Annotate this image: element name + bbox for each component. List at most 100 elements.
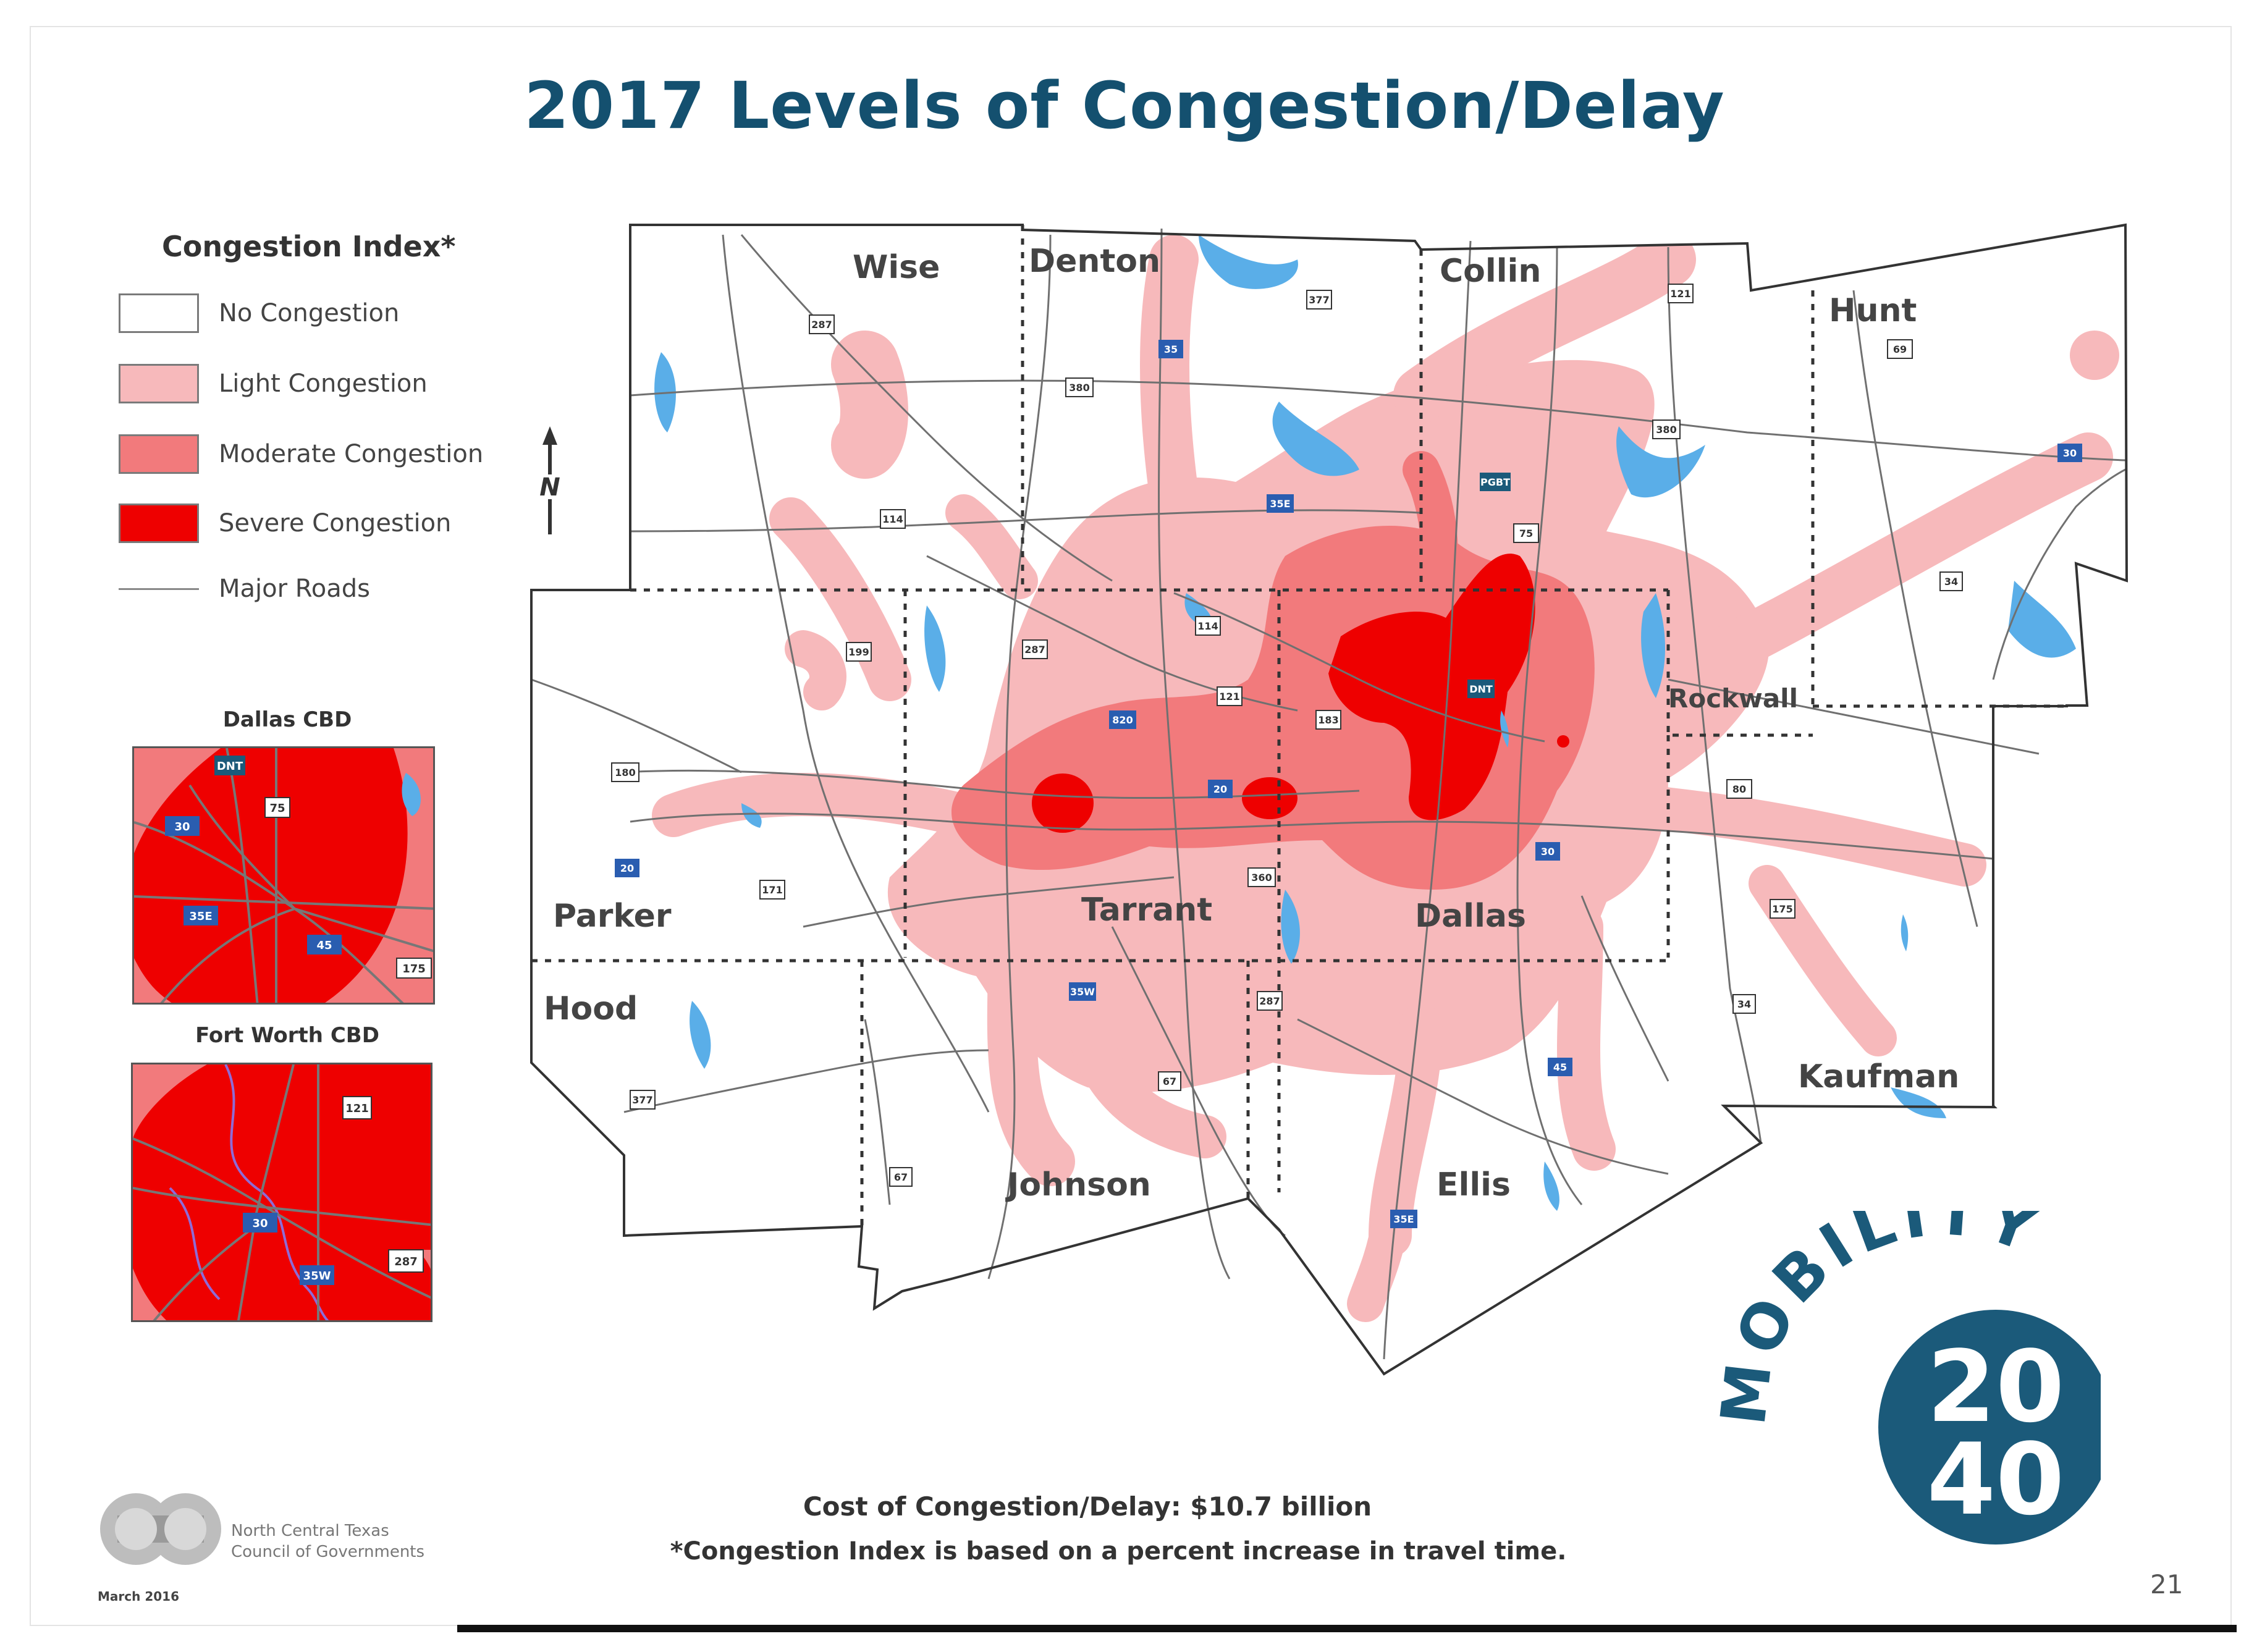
county-label-tarrant: Tarrant [1081, 891, 1212, 929]
county-label-rockwall: Rockwall [1668, 683, 1798, 714]
svg-text:35E: 35E [1393, 1213, 1414, 1225]
svg-text:20: 20 [620, 862, 634, 874]
svg-text:380: 380 [1069, 382, 1089, 394]
legend-swatch [119, 364, 199, 403]
svg-text:20: 20 [1213, 783, 1227, 795]
water-bodies [654, 235, 2076, 1211]
legend-title: Congestion Index* [162, 230, 456, 263]
svg-text:45: 45 [1553, 1061, 1567, 1073]
svg-text:377: 377 [632, 1094, 652, 1106]
svg-text:175: 175 [1772, 903, 1792, 915]
legend-road-line [119, 588, 199, 590]
svg-text:199: 199 [848, 646, 869, 658]
shield-label: 175 [402, 963, 426, 976]
logo-year-top: 20 [1927, 1329, 2065, 1444]
county-label-kaufman: Kaufman [1798, 1058, 1959, 1095]
svg-text:380: 380 [1656, 424, 1676, 436]
svg-text:121: 121 [1219, 691, 1239, 702]
nctcog-logo: North Central Texas Council of Governmen… [93, 1480, 424, 1581]
svg-text:30: 30 [2063, 447, 2077, 459]
shield-label: 30 [174, 820, 190, 833]
shield-label: 35W [303, 1270, 331, 1283]
org-line-2: Council of Governments [231, 1543, 425, 1561]
svg-text:34: 34 [1737, 998, 1751, 1010]
svg-text:287: 287 [1259, 995, 1280, 1007]
county-label-parker: Parker [553, 898, 672, 935]
gear-map-icon [100, 1493, 221, 1565]
legend-label: Severe Congestion [219, 509, 452, 537]
svg-text:35: 35 [1164, 343, 1178, 355]
county-label-denton: Denton [1029, 243, 1160, 280]
svg-text:114: 114 [1197, 620, 1218, 632]
inset-title-dallas-cbd: Dallas CBD [222, 707, 352, 732]
svg-text:183: 183 [1318, 714, 1338, 726]
county-labels: Wise Denton Collin Hunt Rockwall Parker … [544, 243, 1959, 1203]
cost-of-congestion: Cost of Congestion/Delay: $10.7 billion [803, 1491, 1372, 1522]
page-title: 2017 Levels of Congestion/Delay [524, 68, 1725, 143]
svg-text:287: 287 [1024, 644, 1045, 655]
legend-item-severe-congestion: Severe Congestion [119, 502, 451, 545]
svg-text:69: 69 [1893, 343, 1907, 355]
county-label-hood: Hood [544, 990, 638, 1027]
svg-text:35E: 35E [1270, 498, 1290, 510]
county-label-johnson: Johnson [1005, 1166, 1151, 1203]
county-boundaries [531, 225, 2067, 1226]
shield-label: 45 [316, 939, 332, 952]
svg-text:30: 30 [1541, 846, 1555, 858]
legend-item-moderate-congestion: Moderate Congestion [119, 432, 483, 476]
inset-title-fort-worth-cbd: Fort Worth CBD [195, 1023, 379, 1048]
svg-text:820: 820 [1112, 714, 1133, 726]
county-label-ellis: Ellis [1437, 1166, 1511, 1203]
highway-shields: 287 377 121 69 380 35 380 114 35E 30 75 … [611, 284, 2082, 1228]
page-number: 21 [2150, 1569, 2184, 1599]
shield-label: 75 [269, 802, 285, 815]
svg-text:35W: 35W [1070, 986, 1095, 998]
logo-year-bottom: 40 [1927, 1422, 2065, 1537]
svg-text:67: 67 [894, 1171, 908, 1183]
bottom-bar [457, 1625, 2237, 1632]
shield-label: 30 [252, 1217, 268, 1230]
svg-text:PGBT: PGBT [1480, 476, 1510, 488]
svg-text:121: 121 [1670, 288, 1690, 300]
footnote: *Congestion Index is based on a percent … [670, 1537, 1567, 1566]
legend-label: No Congestion [219, 299, 400, 327]
shield-label: 287 [394, 1255, 418, 1268]
legend-item-no-congestion: No Congestion [119, 292, 399, 335]
legend-item-light-congestion: Light Congestion [119, 362, 428, 405]
svg-text:80: 80 [1732, 783, 1746, 795]
shield-label: DNT [217, 760, 243, 773]
svg-text:DNT: DNT [1469, 683, 1493, 695]
legend-label: Moderate Congestion [219, 440, 484, 468]
county-label-collin: Collin [1440, 253, 1541, 290]
north-label: N [539, 473, 560, 502]
date-label: March 2016 [98, 1589, 179, 1604]
county-label-dallas: Dallas [1415, 898, 1526, 935]
legend-swatch [119, 434, 199, 474]
org-line-1: North Central Texas [231, 1522, 389, 1540]
svg-text:34: 34 [1944, 576, 1958, 588]
org-name: North Central Texas Council of Governmen… [231, 1520, 478, 1562]
mobility-2040-logo: MOBILITY 20 40 [1718, 1211, 2101, 1545]
svg-text:360: 360 [1251, 872, 1272, 883]
svg-text:377: 377 [1309, 294, 1329, 306]
legend-swatch [119, 293, 199, 333]
svg-text:171: 171 [762, 884, 782, 896]
north-arrow-icon: N [538, 426, 562, 534]
major-roads [531, 228, 2126, 1360]
inset-map-dallas-cbd: DNT 75 30 35E 45 175 [132, 746, 435, 1005]
legend-label: Light Congestion [219, 369, 428, 398]
shield-label: 121 [345, 1102, 369, 1115]
legend-label: Major Roads [219, 575, 370, 603]
shield-label: 35E [189, 910, 212, 923]
county-label-wise: Wise [853, 249, 940, 286]
inset-map-fort-worth-cbd: 121 30 35W 287 [131, 1063, 432, 1322]
svg-text:67: 67 [1163, 1076, 1176, 1087]
svg-text:75: 75 [1519, 528, 1533, 539]
svg-text:114: 114 [882, 513, 903, 525]
region-outline [530, 223, 2129, 1376]
svg-text:287: 287 [811, 319, 832, 331]
county-label-hunt: Hunt [1829, 292, 1917, 329]
congestion-layer [652, 232, 2119, 1322]
legend-item-major-roads: Major Roads [119, 567, 370, 610]
legend-swatch [119, 504, 199, 543]
